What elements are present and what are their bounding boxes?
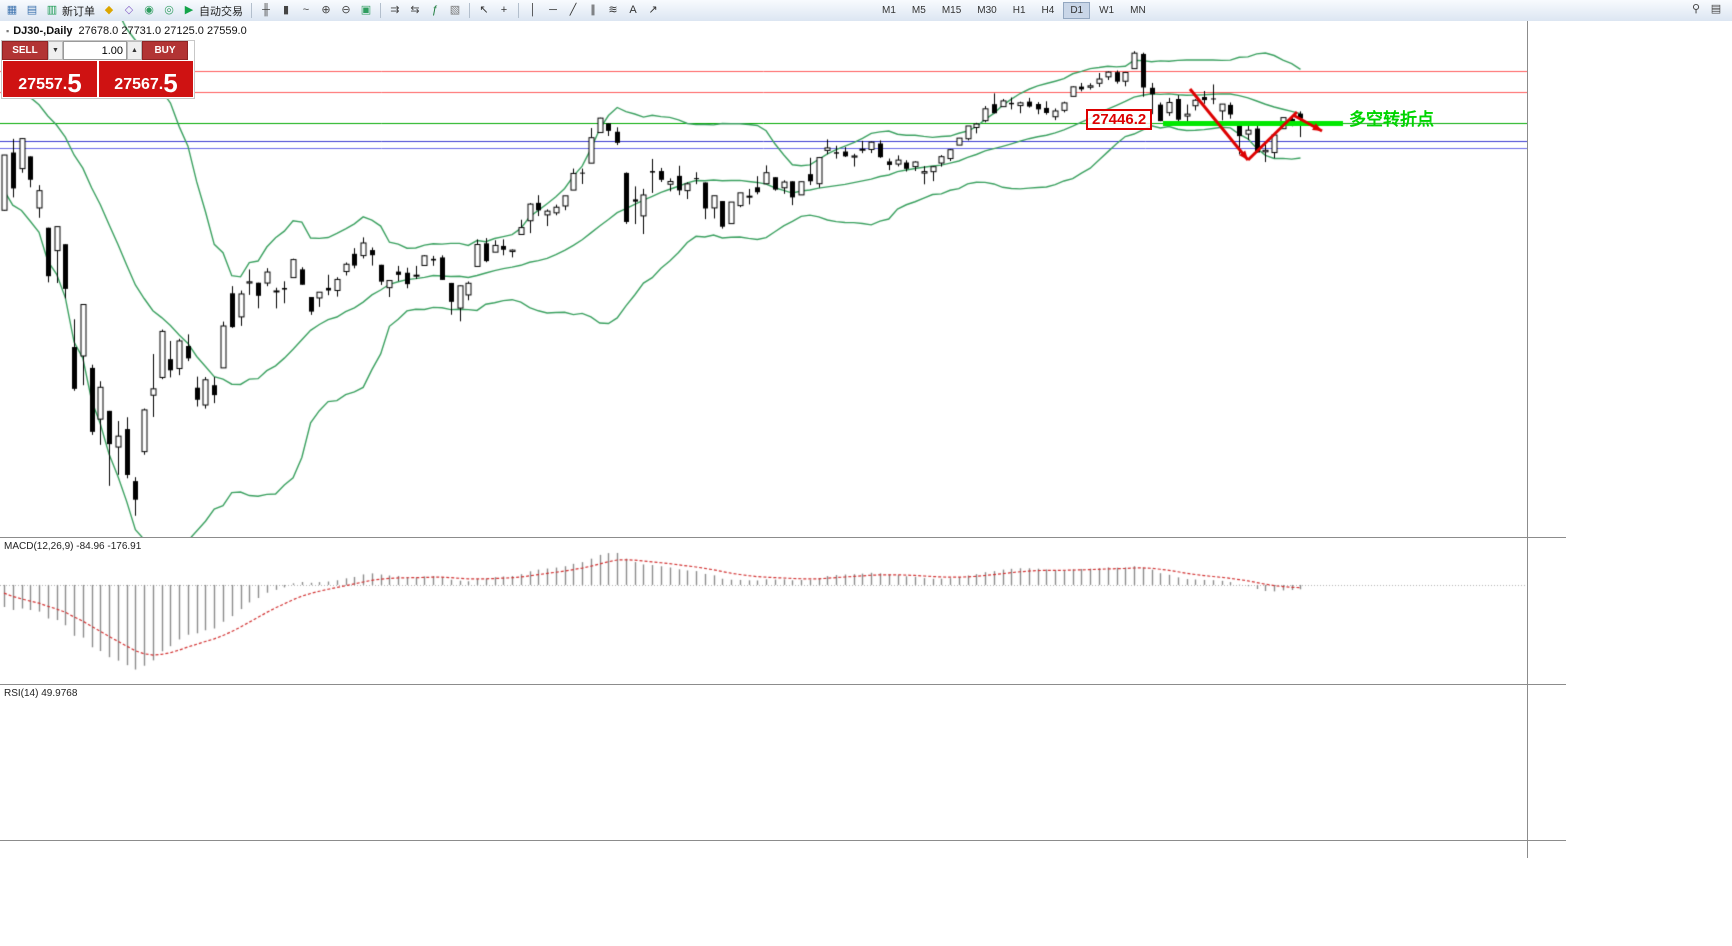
channel-tool-icon[interactable]: ∥ [590, 4, 596, 16]
sell-button[interactable]: SELL [2, 41, 48, 60]
chart-shift-icon[interactable]: ⇆ [410, 4, 420, 16]
search-icon[interactable]: ⚲ [1691, 3, 1701, 15]
profiles-icon[interactable]: ▤ [26, 4, 38, 16]
rsi-indicator-label: RSI(14) 49.9768 [4, 688, 78, 699]
toolbar: ▦ ▤ ▥ 新订单 ◆ ◇ ◉ ◎ ▶ 自动交易 ╫ ▮ ~ ⊕ ⊖ ▣ ⇉ ⇆ ƒ ▧ ↖ + │ ─ ╱ ∥ ≋ A ↗ M1 M5 M… [0, 0, 1732, 22]
templates-icon[interactable]: ▧ [449, 4, 461, 16]
timeframe-button-h4[interactable]: H4 [1041, 5, 1055, 16]
buy-price[interactable]: 27567. 5 [99, 61, 193, 97]
timeframe-button-m1[interactable]: M1 [882, 5, 896, 16]
trade-prices-row: 27557. 5 27567. 5 [2, 61, 194, 98]
arrows-tool-icon[interactable]: ↗ [648, 4, 658, 16]
vertical-line-tool-icon[interactable]: │ [529, 4, 537, 16]
toolbar-separator [380, 3, 381, 18]
horizontal-line-tool-icon[interactable]: ─ [549, 4, 557, 16]
timeframe-button-h1[interactable]: H1 [1012, 5, 1026, 16]
autotrading-icon[interactable]: ▶ [184, 4, 194, 16]
terminal-icon[interactable]: ◎ [164, 4, 174, 16]
trendline-tool-icon[interactable]: ╱ [569, 4, 577, 16]
timeframe-button-m15[interactable]: M15 [941, 5, 962, 16]
new-order-label[interactable]: 新订单 [62, 5, 95, 18]
panel-separator[interactable] [0, 684, 1566, 685]
edit-icon[interactable]: ▤ [1710, 3, 1722, 15]
toolbar-separator [251, 3, 252, 18]
timeframe-button-m5[interactable]: M5 [911, 5, 926, 16]
buy-price-fraction: 5 [163, 68, 178, 98]
new-order-icon[interactable]: ▥ [46, 4, 58, 16]
rsi-canvas[interactable] [0, 685, 1527, 840]
macd-canvas[interactable] [0, 538, 1527, 684]
marketwatch-icon[interactable]: ◆ [104, 4, 114, 16]
toolbar-separator [469, 3, 470, 18]
volume-increase-button[interactable]: ▲ [127, 41, 142, 60]
timeframe-button-w1[interactable]: W1 [1099, 5, 1115, 16]
new-chart-icon[interactable]: ▦ [6, 4, 18, 16]
indicators-icon[interactable]: ƒ [431, 4, 439, 16]
zoom-in-icon[interactable]: ⊕ [321, 4, 331, 16]
timeframe-button-mn[interactable]: MN [1130, 5, 1146, 16]
toolbar-right-group: ⚲ ▤ [1686, 1, 1726, 18]
zoom-out-icon[interactable]: ⊖ [341, 4, 351, 16]
chart-symbol-icon: ▪ [6, 26, 10, 36]
price-chart-canvas[interactable] [0, 21, 1527, 537]
autotrading-label[interactable]: 自动交易 [199, 5, 243, 18]
symbol-label: DJ30-,Daily [13, 25, 73, 37]
sell-price[interactable]: 27557. 5 [3, 61, 97, 97]
turning-point-annotation: 多空转折点 [1349, 110, 1434, 129]
crosshair-icon[interactable]: + [500, 4, 508, 16]
volume-decrease-button[interactable]: ▼ [48, 41, 63, 60]
sell-price-fraction: 5 [67, 68, 82, 98]
chart-header: ▪ DJ30-,Daily 27678.0 27731.0 27125.0 2755… [6, 25, 247, 37]
chart-workspace: ▪ DJ30-,Daily 27678.0 27731.0 27125.0 2755… [0, 21, 1732, 946]
bar-chart-type-icon[interactable]: ╫ [262, 4, 270, 16]
one-click-trading-panel: SELL ▼ ▲ BUY 27557.5 27567.5 [1, 40, 195, 99]
navigator-icon[interactable]: ◉ [144, 4, 154, 16]
panel-separator[interactable] [0, 537, 1566, 538]
price-axis-border [1527, 21, 1528, 858]
macd-indicator-label: MACD(12,26,9) -84.96 -176.91 [4, 541, 142, 552]
ohlc-values: 27678.0 27731.0 27125.0 27559.0 [78, 25, 247, 37]
timeframe-button-d1[interactable]: D1 [1063, 2, 1091, 19]
volume-input[interactable] [63, 41, 127, 60]
date-axis-separator [0, 840, 1566, 841]
fibonacci-tool-icon[interactable]: ≋ [608, 4, 618, 16]
timeframe-group: M1 M5 M15 M30 H1 H4 D1 W1 MN [874, 1, 1154, 20]
buy-price-main: 27567. [114, 76, 164, 93]
buy-button[interactable]: BUY [142, 41, 188, 60]
text-tool-icon[interactable]: A [629, 4, 637, 16]
timeframe-button-m30[interactable]: M30 [977, 5, 997, 16]
trade-controls-row: SELL ▼ ▲ BUY [2, 41, 194, 60]
toolbar-separator [518, 3, 519, 18]
sell-price-main: 27557. [18, 76, 68, 93]
line-chart-type-icon[interactable]: ~ [302, 4, 310, 16]
toolbar-left-group: ▦ ▤ ▥ 新订单 ◆ ◇ ◉ ◎ ▶ 自动交易 ╫ ▮ ~ ⊕ ⊖ ▣ ⇉ ⇆ ƒ ▧ ↖ + │ ─ ╱ ∥ ≋ A ↗ [0, 0, 663, 21]
price-level-annotation: 27446.2 [1086, 109, 1153, 130]
auto-scroll-icon[interactable]: ⇉ [390, 4, 400, 16]
history-center-icon[interactable]: ◇ [124, 4, 134, 16]
tile-windows-icon[interactable]: ▣ [360, 4, 372, 16]
cursor-icon[interactable]: ↖ [479, 4, 489, 16]
candlestick-chart-type-icon[interactable]: ▮ [282, 4, 290, 16]
